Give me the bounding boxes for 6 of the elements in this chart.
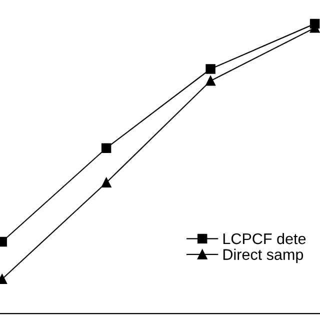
legend-label: LCPCF dete (223, 232, 306, 244)
point (101, 143, 112, 153)
point (206, 76, 216, 86)
point (101, 178, 112, 188)
point (206, 64, 216, 74)
legend-label: Direct samp (223, 248, 304, 263)
